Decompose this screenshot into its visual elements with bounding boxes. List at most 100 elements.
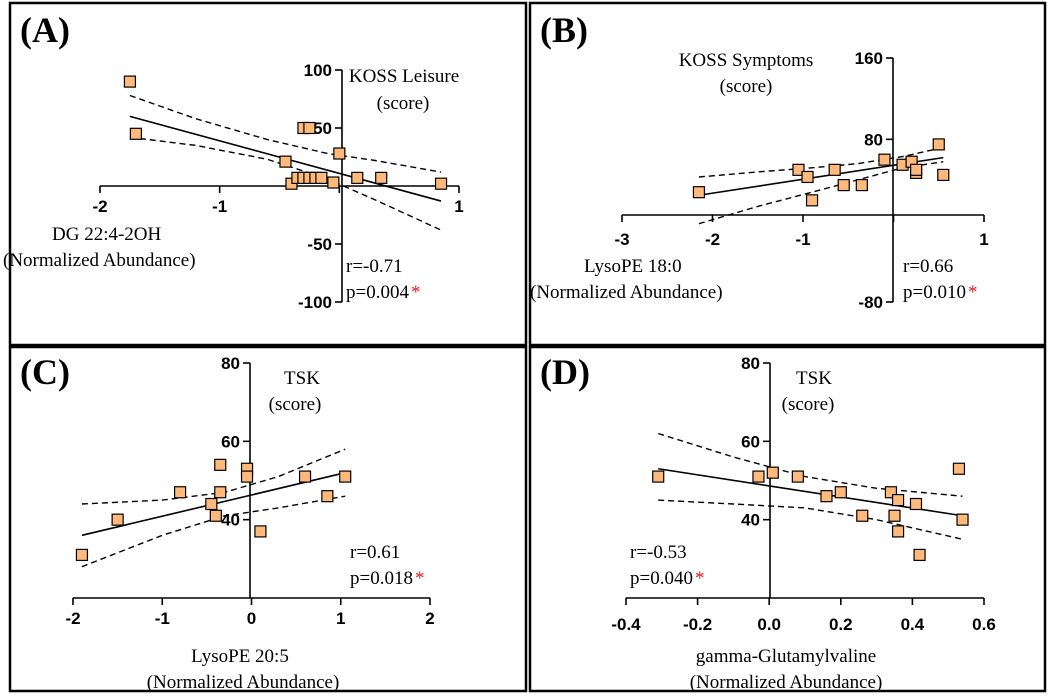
data-point: [878, 153, 891, 166]
ci-lower-band: [81, 495, 346, 568]
data-point: [820, 490, 833, 503]
data-point: [932, 138, 945, 151]
x-tick-label: -1: [212, 197, 227, 216]
ci-lower-band: [658, 499, 963, 540]
y-tick-label: 40: [741, 511, 760, 530]
data-point: [279, 155, 292, 168]
y-tick-label: 160: [855, 49, 883, 68]
y-axis-unit: (score): [720, 76, 773, 97]
ci-upper-band: [657, 432, 963, 497]
y-axis-unit: (score): [782, 394, 835, 415]
x-axis-title: gamma-Glutamylvaline: [696, 646, 876, 667]
y-axis-title: KOSS Symptoms: [679, 50, 814, 71]
y-axis-unit: (score): [377, 93, 430, 114]
panel-3: -0.4 -0.2 0.0 0.2 0.4 0.6 40 60 80 (D) TSK (score) g…: [528, 345, 1047, 693]
y-tick-label: 60: [221, 432, 240, 451]
x-axis-title: LysoPE 18:0: [584, 256, 682, 277]
x-axis-unit: (Normalized Abundance): [530, 282, 723, 303]
x-tick-label: 0.2: [829, 615, 853, 634]
y-tick-label: 80: [221, 354, 240, 373]
correlation-r: r=0.61: [350, 542, 400, 563]
data-point: [937, 168, 950, 182]
x-tick-label: 1: [979, 230, 988, 249]
panel-label: (D): [540, 352, 590, 392]
p-value: p=0.010: [903, 282, 966, 303]
x-tick-label: 2: [425, 609, 434, 628]
p-value: p=0.040: [630, 568, 693, 589]
y-axis-title: TSK: [284, 368, 320, 389]
ci-upper-band: [698, 146, 944, 178]
data-point: [856, 509, 869, 522]
p-value: p=0.004: [346, 282, 409, 303]
y-axis-unit: (score): [269, 394, 322, 415]
y-tick-label: 100: [304, 61, 332, 80]
x-tick-label: -1: [795, 230, 810, 249]
data-point: [240, 470, 254, 483]
data-point: [766, 466, 779, 479]
data-point: [351, 171, 364, 184]
data-point: [111, 513, 124, 526]
data-point: [692, 186, 706, 199]
panel-1: -3 -2 -1 1 -80 80 160 (B) KOSS Symptoms (score) Ly…: [528, 1, 1047, 347]
y-tick-label: -50: [307, 235, 332, 254]
data-point: [321, 490, 334, 503]
data-point: [752, 470, 765, 483]
x-axis-unit: (Normalized Abundance): [3, 250, 196, 271]
x-tick-label: -3: [614, 230, 629, 249]
data-point: [792, 163, 805, 176]
data-point: [837, 178, 850, 192]
significance-star: *: [415, 568, 425, 589]
data-point: [805, 194, 819, 207]
y-tick-label: -100: [298, 293, 332, 312]
data-point: [327, 176, 340, 189]
data-point: [791, 470, 804, 483]
data-point: [254, 525, 267, 538]
correlation-r: r=-0.53: [630, 542, 687, 563]
y-tick-label: 80: [864, 130, 883, 149]
data-point: [214, 486, 227, 499]
x-tick-label: 0.0: [757, 615, 781, 634]
data-point: [303, 121, 316, 135]
x-axis-title: LysoPE 20:5: [191, 646, 289, 667]
data-point: [315, 171, 328, 184]
data-point: [333, 147, 346, 160]
panel-frame: [528, 1, 1047, 347]
data-point: [891, 493, 905, 507]
x-tick-label: -1: [155, 609, 170, 628]
data-point: [129, 127, 142, 140]
ci-upper-band: [129, 94, 442, 173]
x-tick-label: -2: [65, 609, 80, 628]
x-tick-label: 0.4: [901, 615, 925, 634]
data-point: [375, 171, 388, 184]
x-tick-label: 1: [454, 197, 463, 216]
data-point: [174, 486, 187, 499]
data-point: [909, 497, 923, 511]
data-point: [75, 548, 89, 562]
panel-label: (A): [20, 10, 70, 50]
panel-0: -2 -1 1 -100 -50 50 100 (A) KOSS Leisure (score) D…: [3, 1, 528, 347]
panel-frame: [528, 345, 1047, 693]
panel-label: (B): [540, 10, 588, 50]
significance-star: *: [411, 282, 421, 303]
p-value: p=0.018: [350, 568, 413, 589]
panel-frame: [8, 345, 528, 693]
data-point: [652, 470, 665, 483]
data-point: [123, 75, 137, 88]
data-point: [801, 170, 814, 184]
y-tick-label: 50: [313, 119, 332, 138]
correlation-r: r=-0.71: [346, 256, 403, 277]
data-point: [339, 470, 352, 483]
x-axis-unit: (Normalized Abundance): [690, 672, 883, 693]
data-point: [205, 497, 218, 511]
panel-label: (C): [20, 352, 70, 392]
y-axis-title: TSK: [796, 368, 832, 389]
data-point: [828, 163, 841, 176]
ci-lower-band: [698, 161, 944, 225]
data-point: [834, 486, 847, 499]
x-tick-label: -0.4: [611, 615, 641, 634]
x-tick-label: 0: [247, 609, 256, 628]
data-point: [884, 486, 898, 499]
x-axis-title: DG 22:4-2OH: [52, 224, 162, 245]
x-tick-label: -2: [92, 197, 107, 216]
